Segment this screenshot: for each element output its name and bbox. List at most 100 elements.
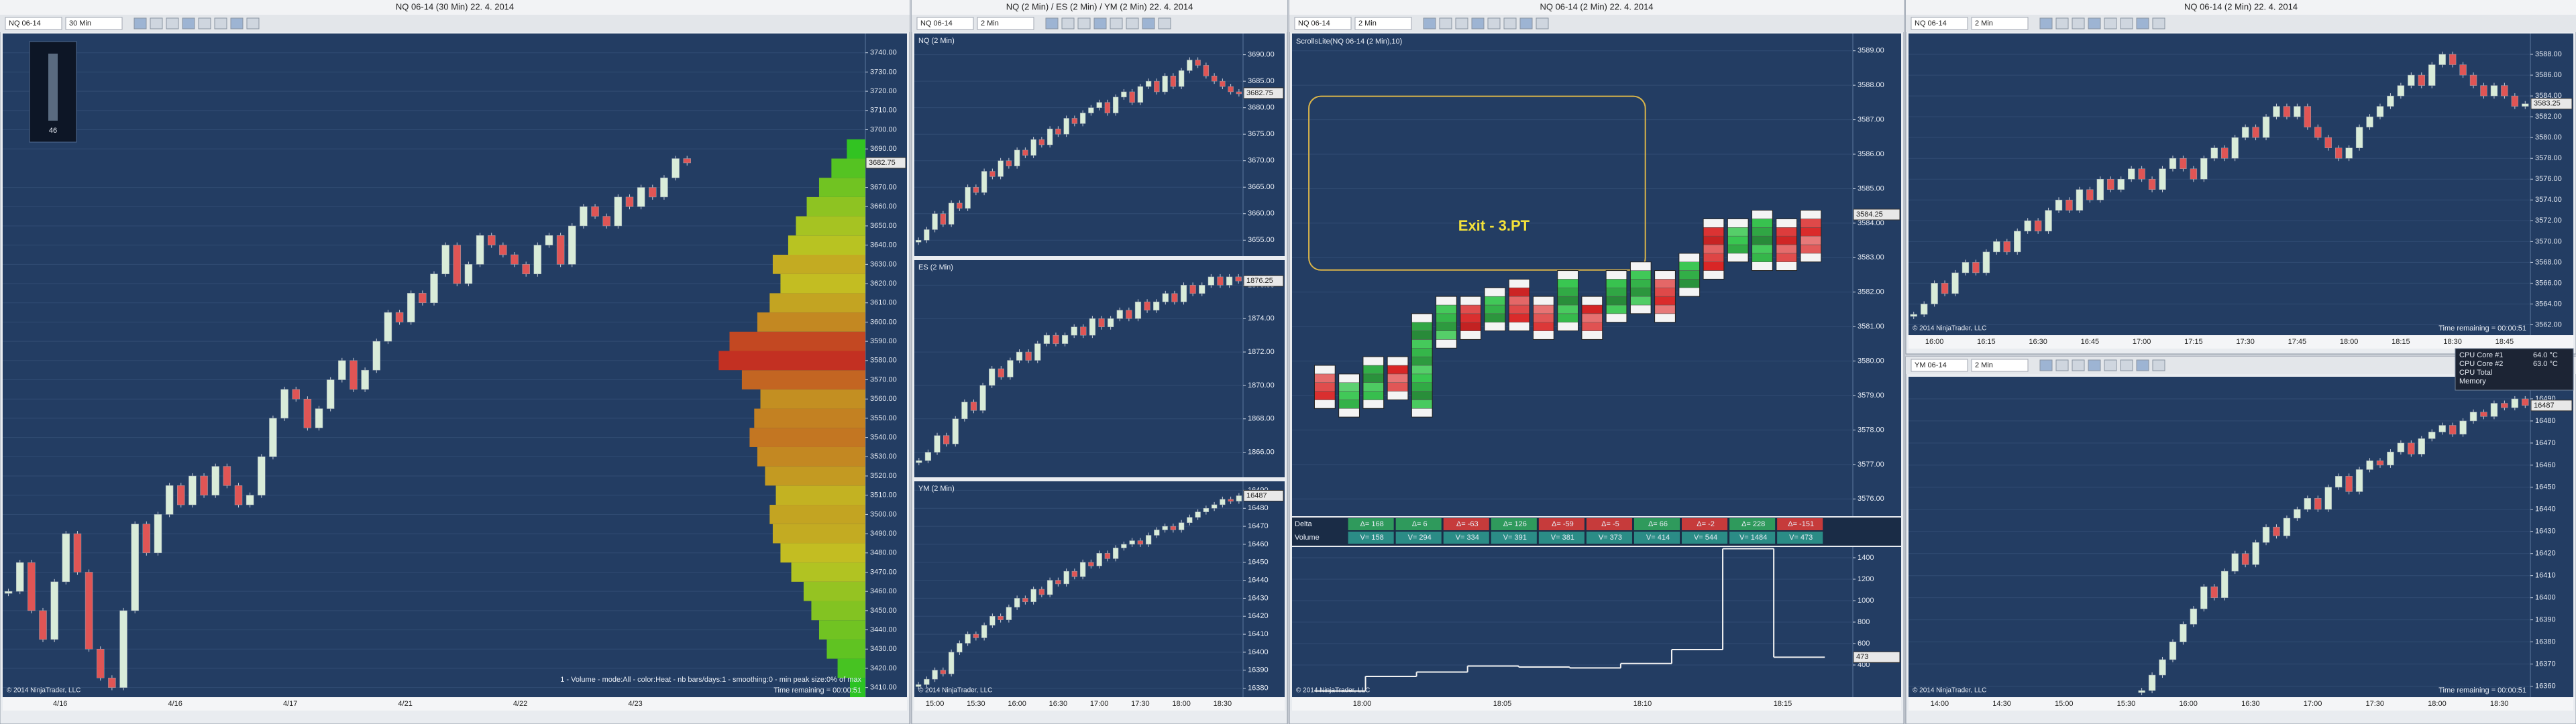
toolbar-button[interactable] (166, 17, 179, 29)
toolbar-button[interactable] (2088, 17, 2101, 29)
y-tick-label: 3584.00 (2535, 92, 2562, 100)
toolbar-dropdown-label[interactable]: NQ 06-14 (9, 19, 41, 27)
toolbar-button[interactable] (2152, 359, 2165, 371)
toolbar-button[interactable] (2039, 359, 2053, 371)
x-tick-label: 4/23 (628, 700, 642, 708)
footprint-cell (1605, 296, 1627, 306)
toolbar-button[interactable] (2104, 359, 2117, 371)
y-tick-label: 3588.00 (2535, 50, 2562, 58)
candle (384, 312, 392, 342)
toolbar-dropdown[interactable] (65, 17, 123, 30)
toolbar-dropdown[interactable] (1971, 359, 2029, 372)
x-tick-label: 15:30 (967, 700, 985, 708)
footprint-cell (1581, 330, 1603, 340)
toolbar-button[interactable] (2152, 17, 2165, 29)
toolbar-button[interactable] (1487, 17, 1501, 29)
toolbar-button[interactable] (1142, 17, 1155, 29)
toolbar-dropdown[interactable] (977, 17, 1034, 30)
toolbar-button[interactable] (1536, 17, 1549, 29)
footprint-column (1581, 296, 1603, 340)
x-tick-label: 4/21 (398, 700, 412, 708)
delta-cell (1777, 518, 1823, 530)
toolbar-dropdown-label[interactable]: 2 Min (1358, 19, 1377, 27)
toolbar-button[interactable] (2072, 359, 2085, 371)
candle (2294, 509, 2301, 519)
toolbar-button[interactable] (246, 17, 260, 29)
toolbar-button[interactable] (214, 17, 227, 29)
toolbar-button[interactable] (2088, 359, 2101, 371)
footprint-cell (1630, 261, 1652, 271)
toolbar-dropdown-label[interactable]: 30 Min (69, 19, 91, 27)
toolbar-dropdown[interactable] (1911, 359, 1968, 372)
toolbar-dropdown-label[interactable]: 2 Min (981, 19, 999, 27)
delta-cell (1538, 518, 1585, 530)
y-tick-label: 3562.00 (2535, 320, 2562, 328)
toolbar-button[interactable] (2104, 17, 2117, 29)
toolbar-button[interactable] (1471, 17, 1485, 29)
toolbar-button[interactable] (198, 17, 211, 29)
footprint-cell (1484, 288, 1506, 297)
toolbar-dropdown[interactable] (1971, 17, 2029, 30)
toolbar-dropdown-label[interactable]: 2 Min (1975, 19, 1993, 27)
toolbar-button[interactable] (1045, 17, 1059, 29)
toolbar-dropdown-label[interactable]: NQ 06-14 (920, 19, 953, 27)
toolbar-button[interactable] (2055, 359, 2069, 371)
delta-cell (1491, 518, 1537, 530)
toolbar-button[interactable] (2120, 17, 2133, 29)
toolbar-button[interactable] (1519, 17, 1533, 29)
footprint-cell (1338, 408, 1360, 418)
toolbar-button[interactable] (2039, 17, 2053, 29)
y-tick-label: 16390 (1248, 666, 1269, 674)
toolbar-button[interactable] (1503, 17, 1517, 29)
toolbar-button[interactable] (150, 17, 163, 29)
volume-profile-bar (718, 351, 865, 371)
toolbar-button[interactable] (182, 17, 195, 29)
y-tick-label: 3579.00 (1858, 391, 1884, 400)
x-tick-label: 18:00 (2340, 338, 2359, 346)
y-tick-label: 16410 (1248, 630, 1269, 638)
candle (2241, 553, 2249, 565)
toolbar-dropdown-label[interactable]: YM 06-14 (1915, 361, 1947, 369)
candle (2096, 178, 2104, 200)
toolbar-dropdown[interactable] (1294, 17, 1352, 30)
toolbar-button[interactable] (230, 17, 244, 29)
toolbar-dropdown[interactable] (916, 17, 974, 30)
footprint-column (1752, 210, 1773, 272)
footprint-cell (1630, 296, 1652, 306)
candle (1134, 302, 1142, 319)
toolbar-dropdown-label[interactable]: NQ 06-14 (1915, 19, 1947, 27)
toolbar-button[interactable] (2120, 359, 2133, 371)
candle (28, 562, 36, 611)
toolbar-button[interactable] (1158, 17, 1171, 29)
toolbar-dropdown-label[interactable]: 2 Min (1975, 361, 1993, 369)
toolbar-dropdown-label[interactable]: NQ 06-14 (1298, 19, 1330, 27)
toolbar-button[interactable] (2136, 17, 2149, 29)
toolbar-button[interactable] (2136, 359, 2149, 371)
footprint-cell (1605, 270, 1627, 280)
candle (1137, 86, 1144, 103)
y-tick-label: 3410.00 (870, 684, 897, 692)
toolbar-dropdown[interactable] (1911, 17, 1968, 30)
y-tick-label: 3450.00 (870, 607, 897, 615)
footprint-cell (1605, 279, 1627, 288)
toolbar-button[interactable] (2055, 17, 2069, 29)
toolbar-dropdown[interactable] (1354, 17, 1412, 30)
x-tick-label: 16:00 (1925, 338, 1944, 346)
toolbar-dropdown[interactable] (5, 17, 62, 30)
y-tick-label: 16480 (2535, 417, 2556, 425)
toolbar-button[interactable] (1093, 17, 1107, 29)
footprint-cell (1654, 279, 1676, 288)
toolbar-button[interactable] (133, 17, 147, 29)
footprint-cell (1411, 339, 1433, 349)
toolbar-button[interactable] (1061, 17, 1075, 29)
footprint-cell (1776, 235, 1797, 245)
toolbar-button[interactable] (1439, 17, 1452, 29)
candle (464, 264, 473, 284)
volume-profile-bar (831, 158, 865, 178)
toolbar-button[interactable] (2072, 17, 2085, 29)
toolbar-button[interactable] (1126, 17, 1139, 29)
toolbar-button[interactable] (1077, 17, 1091, 29)
toolbar-button[interactable] (1455, 17, 1468, 29)
toolbar-button[interactable] (1423, 17, 1436, 29)
toolbar-button[interactable] (1110, 17, 1123, 29)
